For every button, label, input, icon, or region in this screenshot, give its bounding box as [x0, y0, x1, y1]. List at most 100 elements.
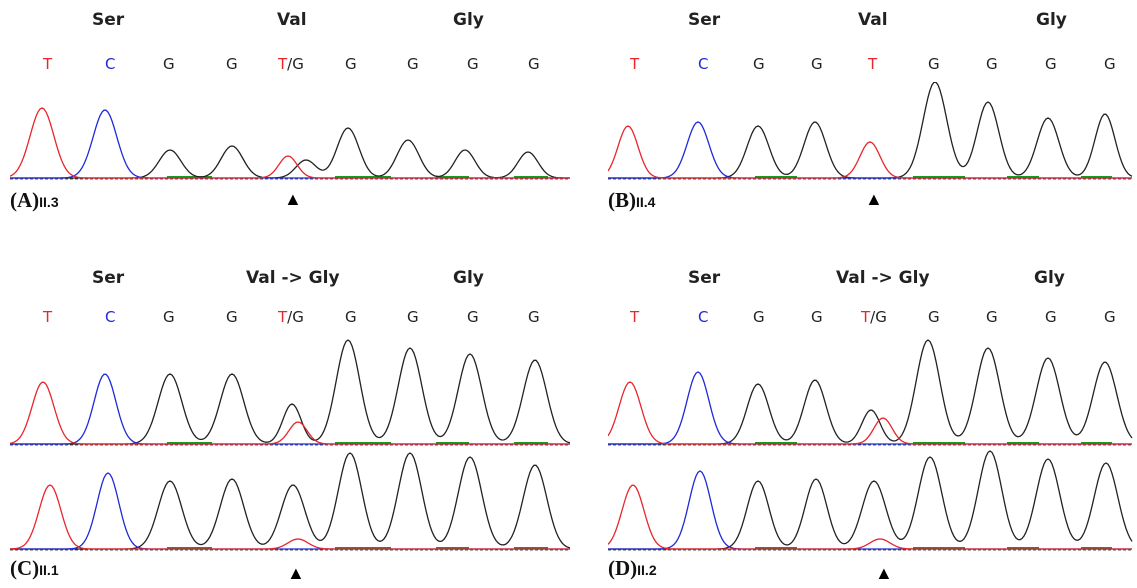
sequence-trace-bottom [608, 450, 1133, 551]
sequence-trace [608, 82, 1133, 180]
black-trace-p3b [608, 450, 1133, 550]
sample-id: II.3 [39, 194, 59, 210]
codon-label-val: Val [858, 10, 888, 30]
panel-label: (A)II.3 [10, 188, 59, 213]
base-letter: G [928, 55, 940, 73]
sample-id: II.2 [637, 562, 657, 578]
base-letter: G [528, 55, 540, 73]
codon-label-gly: Gly [1036, 10, 1067, 30]
chromatogram-panel-b: Ser Val Gly T C G G T G G G G (B)II.4 ▲ [608, 10, 1137, 230]
base-letter: G [753, 55, 765, 73]
base-letter: G [1104, 55, 1116, 73]
codon-label-gly: Gly [453, 268, 484, 288]
mutation-arrow-icon: ▲ [865, 189, 883, 209]
base-call: C [698, 308, 708, 326]
base-call: T [630, 55, 639, 73]
base-letter: G [407, 308, 419, 326]
base-call: G [928, 308, 940, 326]
alt-base-letter: G [875, 308, 887, 326]
codon-label-ser: Ser [688, 268, 721, 288]
chromatogram-panel-a: Ser Val Gly T C G G T/G G G G G (A)II.3 ▲ [10, 10, 570, 230]
base-call: G [467, 308, 479, 326]
base-call: G [753, 55, 765, 73]
base-call: T [43, 55, 52, 73]
sequence-trace-top [608, 339, 1133, 446]
base-letter: G [928, 308, 940, 326]
blue-trace-p0a [10, 109, 570, 179]
base-letter: T [630, 308, 640, 326]
base-call: C [105, 55, 115, 73]
base-call: G [407, 55, 419, 73]
panel-letter: (C) [10, 556, 40, 580]
base-call: G [1045, 55, 1057, 73]
base-letter: G [1045, 308, 1057, 326]
alt-base-letter: G [292, 308, 304, 326]
base-call: G [467, 55, 479, 73]
blue-trace-p1a [608, 121, 1132, 179]
red-trace-p1a [608, 125, 1132, 179]
panel-label: (B)II.4 [608, 188, 655, 213]
codon-label-val: Val [277, 10, 307, 30]
base-letter: G [467, 55, 479, 73]
base-call: G [986, 55, 998, 73]
mutation-arrow-icon: ▲ [875, 563, 893, 583]
base-call: C [698, 55, 708, 73]
base-letter: G [163, 55, 175, 73]
codon-label-ser: Ser [92, 10, 125, 30]
panel-letter: (B) [608, 188, 636, 212]
panel-letter: (A) [10, 188, 40, 212]
base-letter: G [345, 308, 357, 326]
base-letter: G [226, 55, 238, 73]
sequence-trace [10, 107, 570, 180]
base-call: C [105, 308, 115, 326]
base-letter: G [345, 55, 357, 73]
black-trace-p2b [10, 452, 570, 550]
base-letter: C [698, 308, 709, 326]
base-letter: G [986, 55, 998, 73]
sample-id: II.4 [636, 194, 656, 210]
mutation-arrow-icon: ▲ [284, 189, 302, 209]
codon-label-ser: Ser [688, 10, 721, 30]
base-call: G [163, 55, 175, 73]
base-call: G [528, 308, 540, 326]
base-letter: G [811, 55, 823, 73]
base-letter: G [407, 55, 419, 73]
codon-label-val-gly: Val -> Gly [246, 268, 340, 288]
base-call: G [1104, 308, 1116, 326]
base-call: T/G [278, 55, 304, 73]
base-call: G [1104, 55, 1116, 73]
base-letter: T [43, 308, 53, 326]
base-letter: T [278, 308, 288, 326]
base-letter: G [986, 308, 998, 326]
black-trace-p3a [608, 339, 1133, 445]
base-letter: T [868, 55, 878, 73]
mutation-arrow-icon: ▲ [287, 563, 305, 583]
base-letter: C [105, 55, 116, 73]
base-call: G [1045, 308, 1057, 326]
base-letter: G [528, 308, 540, 326]
blue-trace-p3a [608, 371, 1132, 445]
red-trace-p0a [10, 107, 570, 179]
red-trace-p2b [10, 484, 570, 550]
base-call: T [43, 308, 52, 326]
base-call: T [868, 55, 877, 73]
base-separator: / [287, 55, 293, 73]
base-letter: G [811, 308, 823, 326]
base-call: G [345, 55, 357, 73]
red-trace-p2a [10, 381, 570, 445]
base-letter: G [1045, 55, 1057, 73]
base-letter: T [630, 55, 640, 73]
base-call: G [528, 55, 540, 73]
base-call: G [928, 55, 940, 73]
chromatogram-panel-d: Ser Val -> Gly Gly T C G G T/G G G G G (D)II.2 ▲ [608, 268, 1137, 586]
base-call: G [753, 308, 765, 326]
panel-letter: (D) [608, 556, 638, 580]
base-letter: G [226, 308, 238, 326]
base-letter: T [861, 308, 871, 326]
base-call: G [226, 55, 238, 73]
base-letter: G [163, 308, 175, 326]
codon-label-gly: Gly [1034, 268, 1065, 288]
sequence-trace-top [10, 339, 570, 446]
base-call: G [986, 308, 998, 326]
base-call: G [811, 308, 823, 326]
